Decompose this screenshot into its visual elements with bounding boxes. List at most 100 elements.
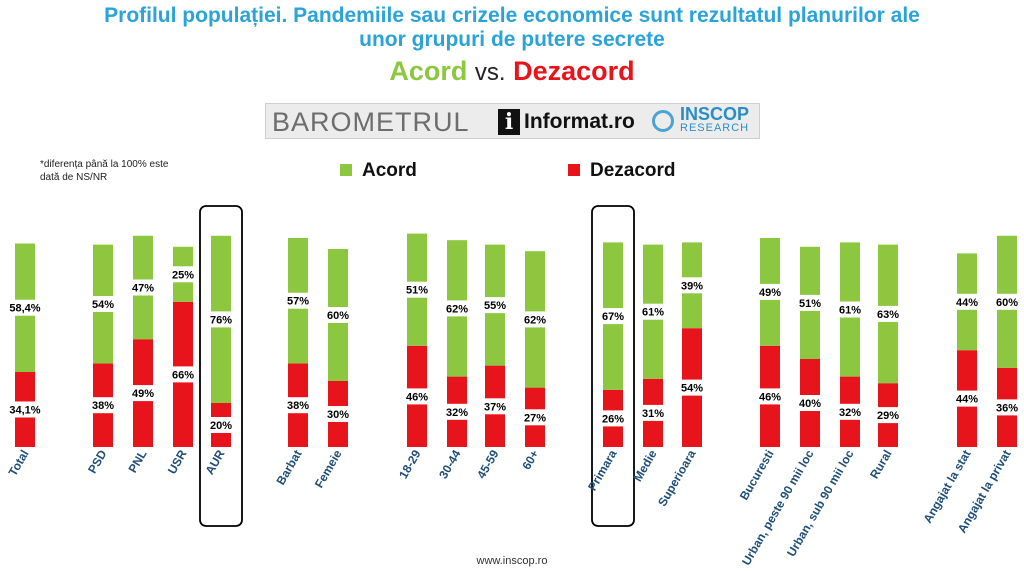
x-tick-label-usr: USR: [165, 447, 190, 476]
data-label-dezacord-femeie-bg: [325, 406, 351, 422]
data-label-acord-rural-bg: [875, 305, 901, 322]
data-label-acord-bucuresti-bg: [757, 283, 783, 300]
x-tick-label-aur: AUR: [202, 447, 227, 477]
data-label-acord-urban-peste-90-mii-loc: 51%: [799, 298, 821, 310]
subtitle-dezacord: Dezacord: [513, 56, 635, 86]
data-label-dezacord-angajat-la-stat-bg: [954, 390, 980, 407]
x-tick-label-total: Total: [6, 448, 32, 479]
x-tick-label-18-29: 18-29: [396, 447, 424, 481]
data-label-acord-total: 58,4%: [9, 303, 40, 315]
data-label-dezacord-60--bg: [522, 409, 548, 426]
data-label-dezacord-superioara: 54%: [681, 383, 703, 395]
data-label-acord-psd: 54%: [92, 299, 114, 311]
data-label-dezacord-18-29: 46%: [406, 391, 428, 403]
data-label-acord-barbat: 57%: [287, 296, 309, 308]
data-label-dezacord-18-29-bg: [404, 388, 430, 405]
data-label-acord-superioara: 39%: [681, 280, 703, 292]
data-label-dezacord-60-: 27%: [524, 412, 546, 424]
data-label-dezacord-pnl-bg: [130, 385, 156, 402]
data-label-dezacord-30-44: 32%: [446, 407, 468, 419]
data-label-dezacord-psd-bg: [90, 397, 116, 414]
data-label-acord-total-bg: [5, 299, 45, 316]
data-label-dezacord-aur: 20%: [210, 420, 232, 432]
data-label-dezacord-angajat-la-privat: 36%: [996, 402, 1018, 414]
data-label-acord-30-44-bg: [444, 300, 470, 317]
x-tick-label-rural: Rural: [867, 448, 894, 482]
x-tick-label-femeie: Femeie: [312, 447, 345, 490]
data-label-dezacord-30-44-bg: [444, 403, 470, 420]
legend-label-acord: Acord: [362, 160, 417, 181]
data-label-dezacord-rural-bg: [875, 407, 901, 424]
data-label-dezacord-aur-bg: [208, 417, 234, 433]
data-label-acord-angajat-la-stat-bg: [954, 293, 980, 310]
barometrul-logo: BAROMETRUL: [272, 107, 470, 137]
data-label-acord-rural: 63%: [877, 309, 899, 321]
data-label-acord-usr: 25%: [172, 269, 194, 281]
x-tick-label-bucuresti: Bucuresti: [737, 448, 777, 503]
x-tick-label-urban-peste-90-mii-loc: Urban, peste 90 mii loc: [739, 447, 817, 567]
data-label-acord-45-59: 55%: [484, 300, 506, 312]
highlight-box-primara: [591, 205, 635, 527]
data-label-dezacord-angajat-la-stat: 44%: [956, 394, 978, 406]
data-label-acord-femeie-bg: [325, 307, 351, 323]
data-label-dezacord-usr-bg: [170, 366, 196, 383]
data-label-dezacord-primara-bg: [600, 410, 626, 427]
data-label-dezacord-45-59-bg: [482, 398, 508, 415]
footer-url: www.inscop.ro: [476, 555, 548, 567]
data-label-acord-aur: 76%: [210, 314, 232, 326]
chart-title-line-2: unor grupuri de putere secrete: [359, 28, 665, 51]
data-label-dezacord-pnl: 49%: [132, 388, 154, 400]
data-label-dezacord-bucuresti: 46%: [759, 391, 781, 403]
data-label-acord-urban-sub-90-mii-loc-bg: [837, 301, 863, 318]
x-tick-label-barbat: Barbat: [273, 448, 304, 488]
inscop-research-logo: RESEARCH: [680, 122, 750, 134]
data-label-acord-bucuresti: 49%: [759, 287, 781, 299]
data-label-acord-medie-bg: [640, 303, 666, 320]
data-label-acord-pnl-bg: [130, 279, 156, 296]
data-label-dezacord-total-bg: [5, 401, 45, 418]
sponsor-logo-bar: BAROMETRUL i Informat.ro INSCOP RESEARCH: [265, 103, 760, 139]
data-label-acord-18-29-bg: [404, 281, 430, 298]
x-tick-label-superioara: Superioara: [655, 447, 699, 509]
data-label-dezacord-bucuresti-bg: [757, 388, 783, 405]
data-label-dezacord-rural: 29%: [877, 410, 899, 422]
inscop-logo: INSCOP: [680, 104, 750, 124]
data-label-acord-angajat-la-privat-bg: [994, 293, 1020, 310]
data-label-acord-angajat-la-stat: 44%: [956, 297, 978, 309]
chart-subtitle: Acord vs. Dezacord: [0, 56, 1024, 87]
data-label-acord-18-29: 51%: [406, 285, 428, 297]
inscop-icon: [652, 110, 674, 132]
data-label-acord-femeie: 60%: [327, 310, 349, 322]
x-tick-label-pnl: PNL: [125, 448, 149, 476]
highlight-box-aur: [199, 205, 243, 527]
x-tick-label-primara: Primara: [585, 447, 620, 493]
subtitle-acord: Acord: [389, 56, 468, 86]
data-label-acord-urban-peste-90-mii-loc-bg: [797, 294, 823, 311]
data-label-dezacord-total: 34,1%: [9, 404, 40, 416]
x-tick-label-60-: 60+: [519, 448, 541, 473]
data-label-acord-angajat-la-privat: 60%: [996, 297, 1018, 309]
data-label-acord-30-44: 62%: [446, 303, 468, 315]
data-label-dezacord-barbat-bg: [285, 397, 311, 414]
legend-swatch-dezacord: [568, 164, 580, 176]
data-label-dezacord-angajat-la-privat-bg: [994, 399, 1020, 416]
data-label-dezacord-barbat: 38%: [287, 400, 309, 412]
data-label-acord-primara: 67%: [602, 311, 624, 323]
data-label-dezacord-45-59: 37%: [484, 401, 506, 413]
data-label-acord-45-59-bg: [482, 297, 508, 314]
subtitle-vs: vs.: [474, 59, 506, 86]
legend-label-dezacord: Dezacord: [590, 160, 676, 181]
data-label-dezacord-urban-peste-90-mii-loc-bg: [797, 395, 823, 411]
data-label-dezacord-usr: 66%: [172, 369, 194, 381]
data-label-acord-medie: 61%: [642, 307, 664, 319]
informat-icon: i: [498, 109, 520, 135]
data-label-acord-60--bg: [522, 311, 548, 328]
data-label-dezacord-primara: 26%: [602, 413, 624, 425]
x-tick-label-45-59: 45-59: [474, 447, 502, 481]
data-label-acord-60-: 62%: [524, 314, 546, 326]
data-label-acord-aur-bg: [208, 311, 234, 328]
data-label-dezacord-femeie: 30%: [327, 409, 349, 421]
data-label-dezacord-medie: 31%: [642, 408, 664, 420]
x-tick-label-psd: PSD: [85, 447, 110, 476]
